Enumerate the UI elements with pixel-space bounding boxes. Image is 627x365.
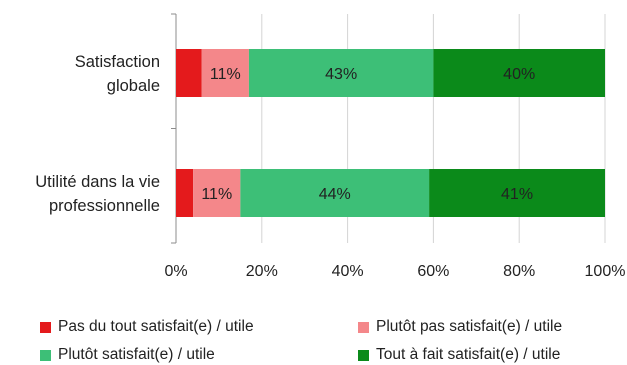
legend-item: Plutôt satisfait(e) / utile [40, 346, 358, 364]
legend-item: Pas du tout satisfait(e) / utile [40, 318, 358, 336]
legend-label: Plutôt pas satisfait(e) / utile [376, 318, 563, 335]
legend-swatch [40, 321, 51, 333]
stacked-bar-chart: 11% 43% 40% 11% 44% 41% 0% 20% 40% 60% 80% 100% Sa… [35, 13, 625, 280]
x-tick-labels: 0% 20% 40% 60% 80% 100% [164, 263, 625, 280]
bar-segment [248, 49, 434, 97]
bar-segment [201, 49, 249, 97]
category-axis [171, 13, 177, 244]
bar-segment [433, 49, 605, 97]
legend: Pas du tout satisfait(e) / utile Plutôt … [40, 318, 620, 364]
bar-segment [240, 169, 430, 217]
data-label: 43% [325, 66, 357, 83]
legend-item: Plutôt pas satisfait(e) / utile [358, 318, 620, 336]
category-label: Satisfaction [75, 53, 160, 71]
x-tick-label: 20% [246, 263, 278, 280]
legend-label: Tout à fait satisfait(e) / utile [376, 346, 561, 363]
data-label: 11% [201, 186, 232, 203]
bar-segment [193, 169, 241, 217]
category-label: professionnelle [49, 197, 160, 215]
legend-swatch [358, 321, 369, 333]
data-label: 40% [503, 66, 535, 83]
x-tick-label: 60% [417, 263, 449, 280]
bar-segment [429, 169, 605, 217]
category-label: Utilité dans la vie [35, 173, 160, 191]
bar-segment [176, 49, 202, 97]
legend-label: Pas du tout satisfait(e) / utile [58, 318, 254, 335]
x-tick-label: 0% [164, 263, 187, 280]
x-tick-label: 80% [503, 263, 535, 280]
x-tick-label: 100% [585, 263, 626, 280]
legend-swatch [40, 349, 51, 361]
bars [176, 49, 605, 217]
category-labels: Satisfaction globale Utilité dans la vie pr… [35, 53, 160, 215]
legend-item: Tout à fait satisfait(e) / utile [358, 346, 620, 364]
data-label: 11% [210, 66, 241, 83]
category-label: globale [107, 77, 160, 95]
bar-segment [176, 169, 194, 217]
data-labels: 11% 43% 40% 11% 44% 41% [201, 66, 535, 203]
legend-swatch [358, 349, 369, 361]
data-label: 44% [319, 186, 351, 203]
data-label: 41% [501, 186, 533, 203]
legend-label: Plutôt satisfait(e) / utile [58, 346, 215, 363]
x-tick-label: 40% [332, 263, 364, 280]
